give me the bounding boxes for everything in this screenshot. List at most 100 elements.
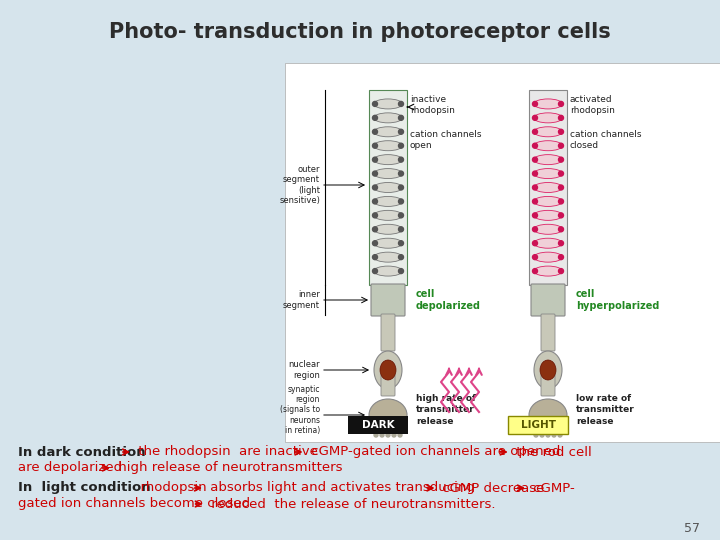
- Circle shape: [559, 143, 564, 148]
- FancyBboxPatch shape: [508, 416, 568, 434]
- Circle shape: [398, 268, 403, 274]
- Circle shape: [372, 241, 377, 246]
- Circle shape: [398, 255, 403, 260]
- Ellipse shape: [374, 99, 402, 109]
- Circle shape: [398, 102, 403, 106]
- Circle shape: [534, 433, 538, 437]
- Text: cGMP-: cGMP-: [529, 482, 575, 495]
- Circle shape: [372, 102, 377, 106]
- Text: the rhodopsin  are inactive: the rhodopsin are inactive: [134, 446, 323, 458]
- Text: synaptic
region
(signals to
neurons
in retina): synaptic region (signals to neurons in r…: [280, 384, 320, 435]
- Circle shape: [533, 102, 538, 106]
- Bar: [285, 63, 720, 442]
- FancyBboxPatch shape: [381, 314, 395, 351]
- Circle shape: [533, 129, 538, 134]
- Circle shape: [372, 268, 377, 274]
- Ellipse shape: [534, 252, 562, 262]
- Ellipse shape: [534, 211, 562, 220]
- Ellipse shape: [374, 238, 402, 248]
- Circle shape: [533, 143, 538, 148]
- Text: gated ion channels become closed: gated ion channels become closed: [18, 497, 250, 510]
- Text: high rate of
transmitter
release: high rate of transmitter release: [416, 394, 476, 426]
- Circle shape: [552, 433, 556, 437]
- Circle shape: [533, 213, 538, 218]
- Text: cGMP decrease: cGMP decrease: [438, 482, 545, 495]
- Circle shape: [533, 241, 538, 246]
- Circle shape: [559, 129, 564, 134]
- Text: LIGHT: LIGHT: [521, 420, 556, 430]
- Circle shape: [533, 268, 538, 274]
- Text: DARK: DARK: [361, 420, 395, 430]
- Circle shape: [398, 129, 403, 134]
- Circle shape: [559, 171, 564, 176]
- Ellipse shape: [534, 168, 562, 179]
- Ellipse shape: [374, 168, 402, 179]
- Ellipse shape: [534, 113, 562, 123]
- Ellipse shape: [534, 141, 562, 151]
- Circle shape: [559, 227, 564, 232]
- Circle shape: [372, 255, 377, 260]
- Text: low rate of
transmitter
release: low rate of transmitter release: [576, 394, 635, 426]
- Ellipse shape: [380, 360, 396, 380]
- Circle shape: [372, 157, 377, 162]
- Ellipse shape: [534, 183, 562, 192]
- Ellipse shape: [534, 127, 562, 137]
- Circle shape: [540, 433, 544, 437]
- Circle shape: [374, 433, 378, 437]
- Ellipse shape: [374, 211, 402, 220]
- Circle shape: [372, 129, 377, 134]
- Text: In  light condition: In light condition: [18, 482, 150, 495]
- Ellipse shape: [369, 399, 407, 431]
- Ellipse shape: [534, 266, 562, 276]
- Circle shape: [533, 116, 538, 120]
- Circle shape: [398, 116, 403, 120]
- Circle shape: [559, 199, 564, 204]
- Ellipse shape: [374, 351, 402, 389]
- Circle shape: [372, 171, 377, 176]
- Ellipse shape: [374, 141, 402, 151]
- Circle shape: [372, 227, 377, 232]
- Ellipse shape: [534, 224, 562, 234]
- Ellipse shape: [540, 360, 556, 380]
- Ellipse shape: [529, 399, 567, 431]
- Ellipse shape: [374, 183, 402, 192]
- Text: inactive
rhodopsin: inactive rhodopsin: [410, 95, 455, 115]
- Text: inner
segment: inner segment: [283, 291, 320, 310]
- Circle shape: [559, 185, 564, 190]
- Circle shape: [372, 213, 377, 218]
- Circle shape: [392, 433, 396, 437]
- Text: cation channels
open: cation channels open: [410, 130, 482, 150]
- Circle shape: [558, 433, 562, 437]
- Circle shape: [546, 433, 550, 437]
- Circle shape: [559, 157, 564, 162]
- Circle shape: [533, 171, 538, 176]
- Circle shape: [398, 171, 403, 176]
- Ellipse shape: [534, 351, 562, 389]
- Ellipse shape: [374, 127, 402, 137]
- Text: reduced  the release of neurotransmitters.: reduced the release of neurotransmitters…: [207, 497, 495, 510]
- Text: rhodopsin: rhodopsin: [132, 482, 207, 495]
- Text: cell
hyperpolarized: cell hyperpolarized: [576, 289, 660, 311]
- Circle shape: [398, 227, 403, 232]
- Circle shape: [398, 157, 403, 162]
- Text: In dark condition: In dark condition: [18, 446, 145, 458]
- Bar: [529, 90, 567, 285]
- Circle shape: [372, 143, 377, 148]
- Text: Photo- transduction in photoreceptor cells: Photo- transduction in photoreceptor cel…: [109, 22, 611, 42]
- Circle shape: [533, 199, 538, 204]
- Ellipse shape: [374, 252, 402, 262]
- Circle shape: [559, 102, 564, 106]
- Circle shape: [533, 227, 538, 232]
- Ellipse shape: [374, 154, 402, 165]
- Text: cation channels
closed: cation channels closed: [570, 130, 642, 150]
- Circle shape: [398, 433, 402, 437]
- Bar: [369, 90, 407, 285]
- Circle shape: [398, 241, 403, 246]
- Circle shape: [559, 116, 564, 120]
- Text: nuclear
region: nuclear region: [289, 360, 320, 380]
- FancyBboxPatch shape: [541, 374, 555, 396]
- Ellipse shape: [534, 99, 562, 109]
- Circle shape: [372, 116, 377, 120]
- Circle shape: [533, 157, 538, 162]
- Circle shape: [559, 241, 564, 246]
